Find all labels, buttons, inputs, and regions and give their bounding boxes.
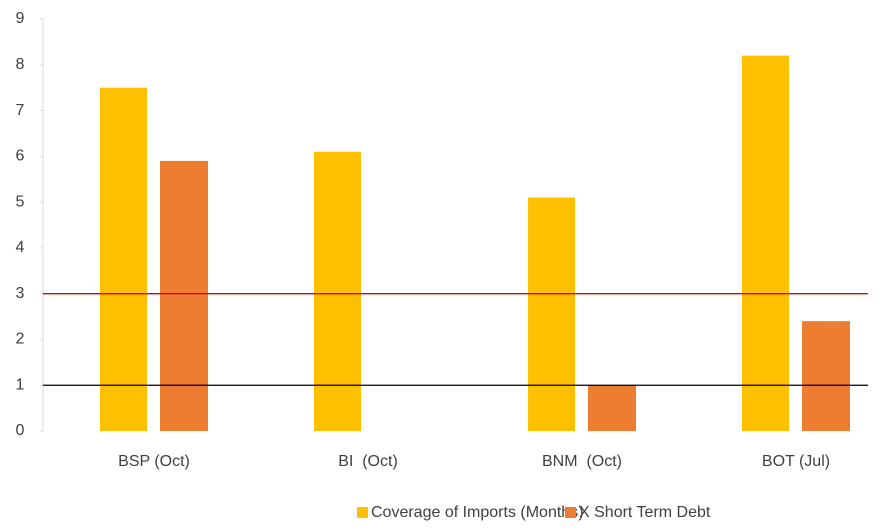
x-tick-label: BSP (Oct) bbox=[118, 453, 190, 470]
bar bbox=[742, 55, 789, 431]
legend-label: X Short Term Debt bbox=[579, 504, 711, 521]
bar bbox=[588, 385, 636, 431]
y-tick-label: 4 bbox=[16, 239, 25, 256]
bar bbox=[314, 151, 361, 431]
bar bbox=[160, 160, 208, 431]
legend-swatch bbox=[565, 507, 576, 518]
y-tick-label: 5 bbox=[16, 193, 25, 210]
bar bbox=[100, 87, 147, 432]
legend-label: Coverage of Imports (Months) bbox=[371, 504, 584, 521]
legend-swatch bbox=[357, 507, 368, 518]
x-tick-label: BNM (Oct) bbox=[542, 453, 622, 470]
y-tick-label: 9 bbox=[16, 10, 25, 27]
x-tick-label: BOT (Jul) bbox=[762, 453, 830, 470]
y-tick-label: 7 bbox=[16, 102, 25, 119]
x-tick-label: BI (Oct) bbox=[338, 453, 398, 470]
y-tick-label: 2 bbox=[16, 331, 25, 348]
y-tick-label: 3 bbox=[16, 285, 25, 302]
y-tick-label: 8 bbox=[16, 56, 25, 73]
y-tick-label: 6 bbox=[16, 148, 25, 165]
y-tick-label: 1 bbox=[16, 376, 25, 393]
y-tick-label: 0 bbox=[16, 422, 25, 439]
bar bbox=[528, 197, 575, 431]
bar bbox=[802, 321, 850, 431]
